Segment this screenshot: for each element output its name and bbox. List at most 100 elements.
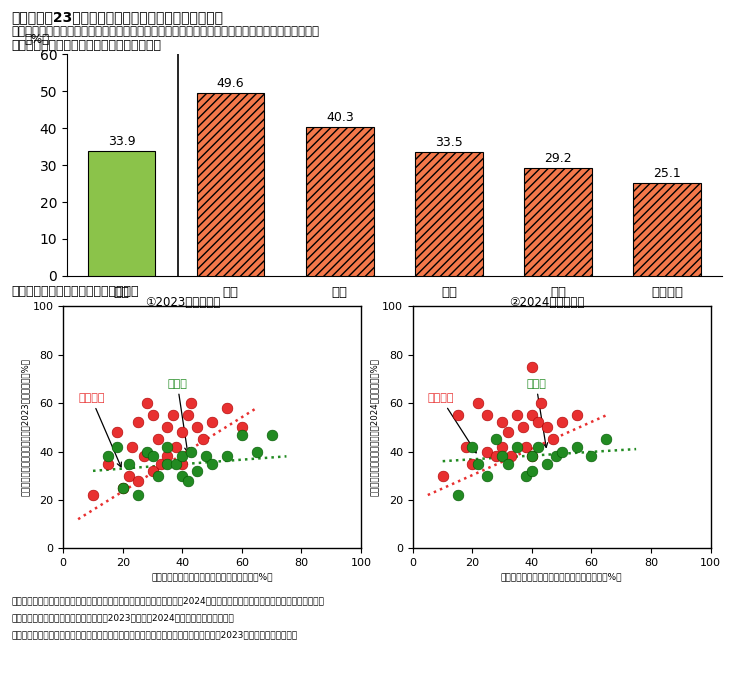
Point <box>437 470 449 481</box>
Text: フォローアップ調査結果（2023年９月、2024年３月）」により作成。: フォローアップ調査結果（2023年９月、2024年３月）」により作成。 <box>11 613 234 622</box>
Point <box>532 441 544 452</box>
Point <box>571 441 583 452</box>
Point <box>141 398 153 409</box>
Point <box>526 451 538 462</box>
Point <box>161 451 173 462</box>
Point <box>197 434 209 445</box>
Point <box>147 451 158 462</box>
Text: （２）　中小企業の労務費の価格転嫁: （２） 中小企業の労務費の価格転嫁 <box>11 285 138 298</box>
Point <box>535 398 547 409</box>
Point <box>176 458 188 469</box>
Text: ①2023年９月時点: ①2023年９月時点 <box>144 296 220 308</box>
Point <box>520 470 532 481</box>
Point <box>517 422 529 433</box>
Point <box>221 451 233 462</box>
Point <box>520 441 532 452</box>
Point <box>505 451 517 462</box>
Point <box>461 441 472 452</box>
Point <box>138 451 150 462</box>
Point <box>182 410 194 421</box>
Point <box>153 470 164 481</box>
Point <box>490 451 502 462</box>
Text: ２．（２）のコストに占める原材料費・労務費の割合については、いずれも2023年９月調査結果の値。: ２．（２）のコストに占める原材料費・労務費の割合については、いずれも2023年９… <box>11 630 298 639</box>
Point <box>526 451 538 462</box>
Point <box>167 410 179 421</box>
X-axis label: （コストに占める原材料費・労務費の割合、%）: （コストに占める原材料費・労務費の割合、%） <box>151 572 273 581</box>
Point <box>526 465 538 476</box>
Bar <box>525 168 591 276</box>
Point <box>452 490 464 501</box>
Point <box>153 434 164 445</box>
Point <box>481 446 493 457</box>
Point <box>170 441 182 452</box>
Point <box>452 410 464 421</box>
Point <box>502 427 514 438</box>
X-axis label: （コストに占める原材料費・労務費の割合、%）: （コストに占める原材料費・労務費の割合、%） <box>501 572 623 581</box>
Point <box>191 422 203 433</box>
Point <box>117 482 129 493</box>
Point <box>472 398 484 409</box>
Point <box>481 410 493 421</box>
Point <box>185 446 197 457</box>
Point <box>111 441 123 452</box>
Text: 49.6: 49.6 <box>217 77 245 90</box>
Point <box>236 429 248 440</box>
Point <box>532 417 544 428</box>
Text: 労務費: 労務費 <box>167 379 189 452</box>
Point <box>221 402 233 413</box>
Text: 25.1: 25.1 <box>653 168 681 180</box>
Point <box>600 434 612 445</box>
Text: 29.2: 29.2 <box>544 152 572 165</box>
Point <box>496 451 508 462</box>
Text: 33.9: 33.9 <box>108 135 135 148</box>
Bar <box>633 183 701 276</box>
Point <box>147 410 158 421</box>
Text: 40.3: 40.3 <box>326 111 353 124</box>
Text: 中小企業においては、原材料費の転嫁に比べ、労務費の転嫁は、サービス業を中心に遅れている: 中小企業においては、原材料費の転嫁に比べ、労務費の転嫁は、サービス業を中心に遅れ… <box>11 25 319 38</box>
Point <box>176 470 188 481</box>
Point <box>472 458 484 469</box>
Point <box>466 441 478 452</box>
Point <box>466 458 478 469</box>
Point <box>526 410 538 421</box>
Point <box>496 417 508 428</box>
Point <box>176 451 188 462</box>
Bar <box>415 153 483 276</box>
Point <box>511 410 523 421</box>
Bar <box>197 93 264 276</box>
Point <box>132 417 144 428</box>
Y-axis label: （直近６か月間の価格転嫁率、2023年９月時点、%）: （直近６か月間の価格転嫁率、2023年９月時点、%） <box>21 358 30 496</box>
Bar <box>306 127 373 276</box>
Point <box>206 417 218 428</box>
Point <box>556 417 568 428</box>
Text: 33.5: 33.5 <box>435 136 463 149</box>
Point <box>102 451 114 462</box>
Point <box>502 458 514 469</box>
Point <box>550 451 562 462</box>
Point <box>236 422 248 433</box>
Point <box>111 427 123 438</box>
Text: （%）: （%） <box>25 33 50 46</box>
Text: 原材料費: 原材料費 <box>78 393 121 467</box>
Point <box>541 458 553 469</box>
Bar <box>88 151 155 276</box>
Point <box>266 429 278 440</box>
Text: 労務費: 労務費 <box>526 379 548 447</box>
Point <box>251 446 263 457</box>
Text: ②2024年３月時点: ②2024年３月時点 <box>509 296 585 308</box>
Point <box>161 441 173 452</box>
Point <box>586 451 597 462</box>
Point <box>511 441 523 452</box>
Point <box>132 490 144 501</box>
Point <box>182 475 194 486</box>
Point <box>132 475 144 486</box>
Point <box>490 434 502 445</box>
Point <box>102 458 114 469</box>
Text: （１）労務費の価格転嫁を実施した企業割合: （１）労務費の価格転嫁を実施した企業割合 <box>11 39 161 52</box>
Point <box>123 470 135 481</box>
Point <box>556 446 568 457</box>
Point <box>496 441 508 452</box>
Point <box>206 458 218 469</box>
Y-axis label: （直近６か月間の価格転嫁率、2024年３月時点、%）: （直近６か月間の価格転嫁率、2024年３月時点、%） <box>371 358 379 496</box>
Point <box>176 427 188 438</box>
